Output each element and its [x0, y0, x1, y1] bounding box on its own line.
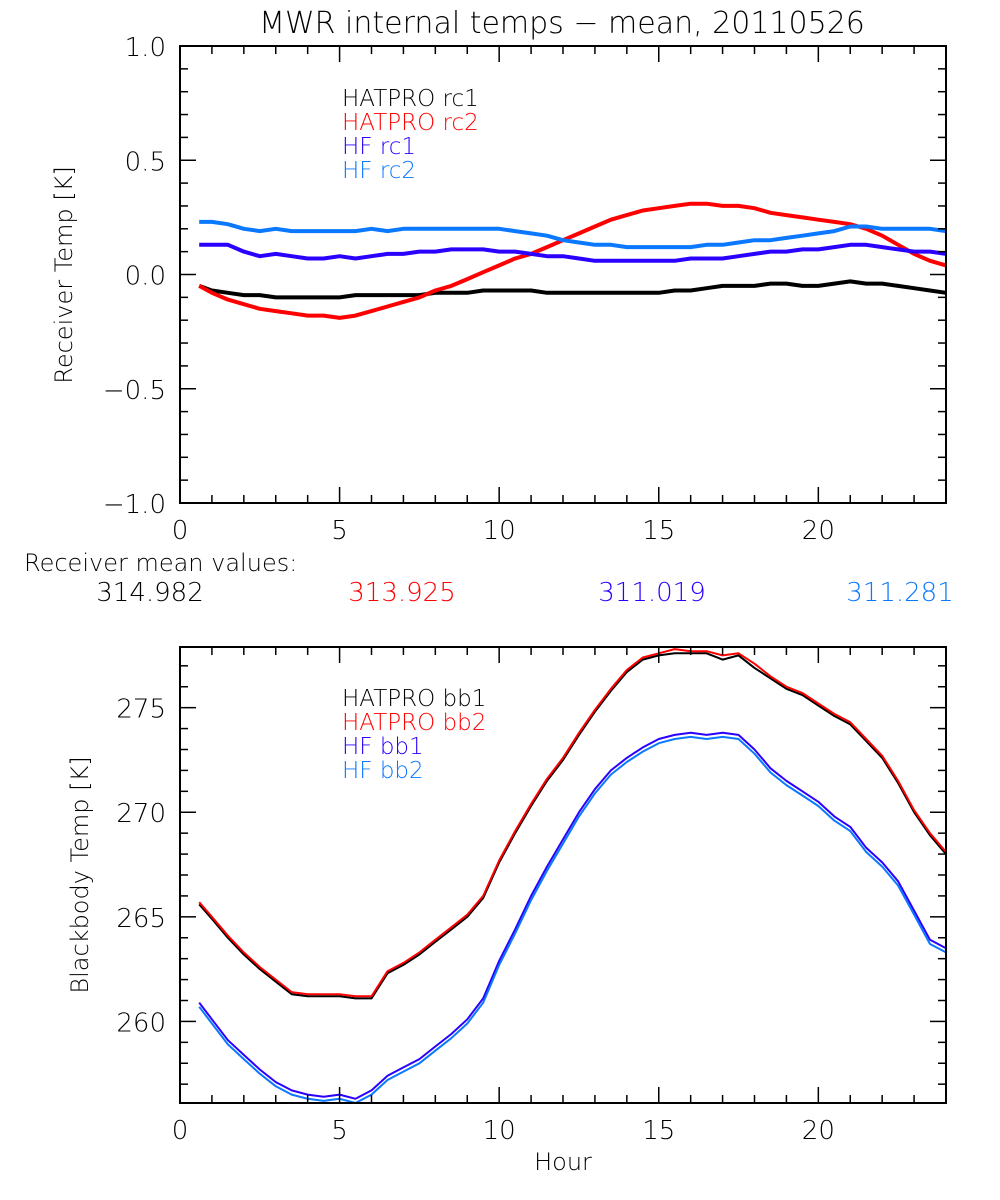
y-tick-label: 270: [116, 799, 166, 829]
x-tick-label: 5: [331, 1116, 348, 1146]
legend-entry-hf-bb2: HF bb2: [342, 758, 424, 784]
series-line-hf-rc1: [199, 242, 947, 263]
receiver-mean-hf-rc2: 311.281: [846, 578, 954, 608]
series-line-hatpro-bb1: [198, 652, 947, 1000]
series-line-hf-rc2: [199, 219, 947, 250]
receiver-mean-hatpro-rc1: 314.982: [96, 578, 204, 608]
receiver-mean-hatpro-rc2: 313.925: [348, 578, 456, 608]
blackbody-plot-frame: [179, 646, 947, 1104]
receiver-y-axis-label: Receiver Temp [K]: [50, 166, 78, 384]
y-tick-label: 1.0: [125, 33, 166, 63]
receiver-temp-panel: 0 5 10 15 20 −1.0 −0.5 0.0 0.5 1.0 Receiver Temp …: [50, 33, 947, 546]
x-tick-label: 0: [172, 1116, 189, 1146]
x-tick-label: 10: [483, 516, 516, 546]
series-line-hatpro-rc2: [198, 201, 947, 320]
receiver-tick-labels: 0 5 10 15 20 −1.0 −0.5 0.0 0.5 1.0: [103, 33, 835, 546]
series-line-hf-bb1: [198, 731, 947, 1100]
blackbody-series-layer: [198, 648, 947, 1104]
series-line-hatpro-rc1: [198, 279, 947, 300]
y-tick-label: 0.5: [125, 147, 166, 177]
y-tick-label: 260: [116, 1008, 166, 1038]
x-tick-label: 20: [802, 516, 835, 546]
x-tick-label: 15: [642, 516, 675, 546]
y-tick-label: 265: [116, 904, 166, 934]
x-tick-label: 5: [331, 516, 348, 546]
legend-entry-hf-rc1: HF rc1: [342, 134, 416, 160]
legend-entry-hf-bb1: HF bb1: [342, 734, 424, 760]
receiver-mean-label: Receiver mean values:: [24, 549, 297, 577]
series-line-hatpro-bb2: [198, 648, 947, 998]
chart-title: MWR internal temps − mean, 20110526: [259, 6, 865, 41]
legend-entry-hatpro-bb2: HATPRO bb2: [342, 710, 486, 736]
receiver-mean-hf-rc1: 311.019: [598, 578, 706, 608]
x-axis-label: Hour: [534, 1148, 592, 1176]
x-tick-label: 20: [802, 1116, 835, 1146]
blackbody-y-axis-label: Blackbody Temp [K]: [66, 756, 94, 993]
x-tick-label: 10: [483, 1116, 516, 1146]
receiver-ticks: [179, 45, 947, 504]
y-tick-label: −0.5: [103, 376, 166, 406]
blackbody-tick-labels: 0 5 10 15 20 260 265 270 275: [116, 695, 835, 1146]
y-tick-label: 0.0: [125, 262, 166, 292]
legend-entry-hatpro-bb1: HATPRO bb1: [342, 686, 486, 712]
blackbody-ticks: [179, 647, 947, 1103]
receiver-plot-frame: [179, 45, 947, 504]
legend-entry-hf-rc2: HF rc2: [342, 158, 416, 184]
x-tick-label: 15: [642, 1116, 675, 1146]
legend-entry-hatpro-rc1: HATPRO rc1: [342, 86, 479, 112]
receiver-series-layer: [198, 201, 947, 320]
y-tick-label: 275: [116, 695, 166, 725]
y-tick-label: −1.0: [103, 490, 166, 520]
x-tick-label: 0: [172, 516, 189, 546]
series-line-hf-bb2: [198, 735, 947, 1104]
legend-entry-hatpro-rc2: HATPRO rc2: [342, 110, 479, 136]
